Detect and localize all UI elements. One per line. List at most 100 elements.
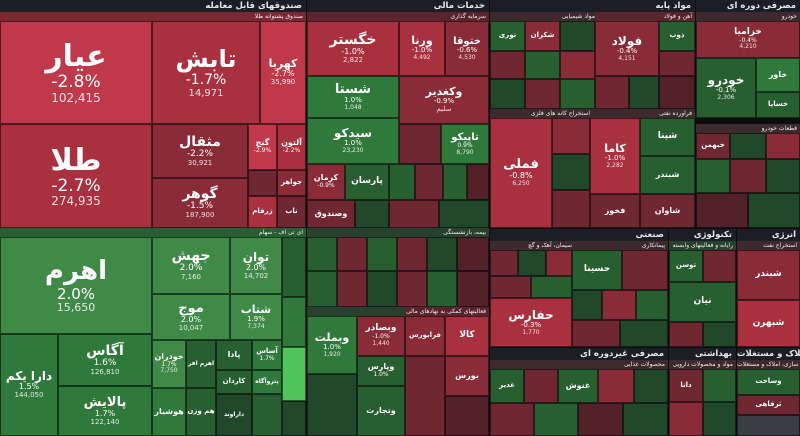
- tile-ghadir[interactable]: غدیر: [490, 369, 524, 403]
- tile-small-green[interactable]: [367, 271, 397, 307]
- tile-tavan_s[interactable]: توسن: [669, 250, 703, 282]
- tile-small-green[interactable]: [552, 154, 590, 190]
- tile-asas[interactable]: آساس 1.7%: [252, 340, 282, 370]
- tile-small-red[interactable]: [490, 51, 525, 79]
- tile-tabesh[interactable]: تابش -1.7% 14,971: [152, 21, 260, 124]
- tile-small-red[interactable]: [467, 164, 489, 200]
- tile-ayar[interactable]: عیار -2.8% 102,415: [0, 21, 152, 124]
- tile-small-green[interactable]: [252, 394, 282, 436]
- tile-khabar[interactable]: خبهمن: [696, 133, 730, 159]
- tile-alton[interactable]: آلتون -2.2%: [277, 124, 306, 170]
- tile-zob[interactable]: ذوب: [659, 21, 695, 51]
- tile-small-green[interactable]: [730, 133, 766, 159]
- tile-fmelli[interactable]: فملی -0.8% 6,250: [490, 118, 552, 228]
- tile-tavan[interactable]: توان 2.0% 14,702: [230, 237, 282, 294]
- tile-petroagah[interactable]: پتروآگاه: [252, 370, 282, 394]
- tile-small-red[interactable]: [524, 369, 558, 403]
- tile-khazamia[interactable]: خزامیا -0.4% 4,210: [696, 21, 800, 58]
- tile-small-green[interactable]: [572, 290, 602, 320]
- tile-small-red[interactable]: [337, 271, 367, 307]
- tile-zarfam[interactable]: زرفام: [248, 196, 277, 228]
- tile-small-red[interactable]: [602, 290, 636, 320]
- tile-small-red[interactable]: [669, 402, 703, 436]
- tile-neutral[interactable]: [737, 415, 800, 436]
- tile-jahesh[interactable]: جهش 2.0% 7,160: [152, 237, 230, 294]
- tile-small-green[interactable]: [629, 76, 659, 109]
- tile-small-red[interactable]: [703, 250, 736, 282]
- tile-farabours[interactable]: فرابورس: [405, 316, 445, 356]
- tile-small-red[interactable]: [598, 369, 634, 403]
- tile-kardan[interactable]: کاردان: [216, 370, 252, 394]
- tile-shapna[interactable]: شپنا: [640, 118, 695, 156]
- tile-nab[interactable]: ناب: [277, 196, 306, 228]
- tile-small-green[interactable]: [355, 200, 389, 228]
- tile-pada[interactable]: پادا: [216, 340, 252, 370]
- tile-boors[interactable]: بورس: [445, 356, 489, 396]
- tile-small-green[interactable]: [427, 271, 457, 307]
- tile-small-green[interactable]: [525, 51, 560, 79]
- tile-daravad[interactable]: داراوند: [216, 394, 252, 436]
- tile-small-red[interactable]: [337, 237, 367, 271]
- tile-small-red[interactable]: [578, 403, 623, 436]
- tile-shetab[interactable]: شتاب 1.9% 7,374: [230, 294, 282, 340]
- tile-small-red[interactable]: [415, 164, 443, 200]
- tile-vbsader[interactable]: وبصادر -1.0% 1,440: [357, 316, 405, 356]
- tile-small-red[interactable]: [490, 276, 531, 298]
- tile-shavan[interactable]: شاوان: [640, 194, 695, 228]
- tile-small-red[interactable]: [696, 193, 748, 228]
- tile-small-green[interactable]: [307, 374, 357, 436]
- tile-small-green[interactable]: [427, 237, 457, 271]
- tile-small-red[interactable]: [659, 76, 695, 109]
- tile-kama[interactable]: کاما -1.0% 2,282: [590, 118, 640, 194]
- tile-shabandar[interactable]: شبندر: [640, 156, 695, 194]
- tile-hamvazn[interactable]: هم وزن: [186, 388, 216, 436]
- tile-dana[interactable]: دانا: [669, 369, 703, 402]
- tile-small-green[interactable]: [703, 322, 736, 347]
- tile-vsandogh[interactable]: وصندوق: [307, 200, 355, 228]
- tile-small-red[interactable]: [766, 133, 800, 159]
- tile-small-green[interactable]: [560, 79, 595, 109]
- tile-shasta[interactable]: شستا 1.0% 1,048: [307, 76, 399, 118]
- tile-fkhouz[interactable]: فخوز: [590, 194, 640, 228]
- tile-small-green[interactable]: [282, 297, 306, 347]
- tile-small-red[interactable]: [546, 250, 572, 276]
- tile-small-green[interactable]: [490, 79, 525, 109]
- tile-small-green[interactable]: [282, 401, 306, 436]
- tile-small-green[interactable]: [282, 347, 306, 401]
- tile-sidko[interactable]: سیدکو 1.0% 23,230: [307, 118, 399, 164]
- tile-ahrom[interactable]: اهرم 2.0% 15,650: [0, 237, 152, 334]
- tile-hooshyar[interactable]: هوشیار: [152, 388, 186, 436]
- tile-small-green[interactable]: [623, 403, 668, 436]
- tile-khetogha[interactable]: ختوقا -0.6% 4,530: [445, 21, 489, 76]
- tile-ghnoush[interactable]: غنوش: [558, 369, 598, 403]
- tile-hasina[interactable]: حسینا: [572, 250, 622, 290]
- tile-small-red[interactable]: [405, 356, 445, 436]
- tile-small-red[interactable]: [622, 250, 668, 290]
- tile-small-green[interactable]: [560, 21, 595, 51]
- tile-tala[interactable]: طلا -2.7% 274,935: [0, 124, 152, 228]
- tile-small-red[interactable]: [457, 237, 489, 271]
- tile-rafahi[interactable]: ثرفاهی: [737, 395, 800, 415]
- tile-small-red[interactable]: [248, 170, 277, 196]
- tile-vsakht[interactable]: وساخت: [737, 369, 800, 395]
- tile-hafarsa[interactable]: حفارس -0.3% 1,770: [490, 298, 572, 347]
- tile-kerman[interactable]: کرمان -0.9%: [307, 164, 345, 200]
- tile-small-green[interactable]: [534, 403, 578, 436]
- tile-varna[interactable]: ورنا -1.0% 4,492: [399, 21, 445, 76]
- tile-shebandr[interactable]: شبندر: [737, 250, 800, 300]
- tile-fouladd[interactable]: فولاد -0.4% 4,151: [595, 21, 659, 76]
- tile-small-red[interactable]: [560, 51, 595, 79]
- tile-ganj[interactable]: گنج -2.9%: [248, 124, 277, 170]
- tile-small-green[interactable]: [367, 237, 397, 271]
- tile-small-green[interactable]: [307, 237, 337, 271]
- tile-small-green[interactable]: [766, 159, 800, 193]
- tile-niyan[interactable]: نیان: [669, 282, 736, 322]
- tile-small-red[interactable]: [397, 271, 427, 307]
- tile-shbhrn[interactable]: شبهرن: [737, 300, 800, 347]
- tile-small-green[interactable]: [748, 193, 800, 228]
- tile-small-green[interactable]: [620, 320, 668, 347]
- tile-khodran[interactable]: خودران 1.7% 7,750: [152, 340, 186, 388]
- tile-tapiko[interactable]: تاپیکو 0.9% 8,790: [441, 124, 489, 164]
- tile-mouj[interactable]: موج 2.0% 10,047: [152, 294, 230, 340]
- tile-nouri[interactable]: نوری: [490, 21, 525, 51]
